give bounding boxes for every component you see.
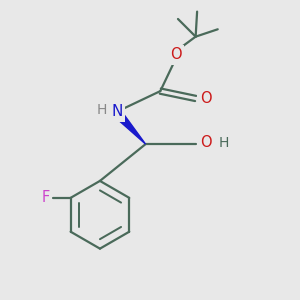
Text: H: H [96, 103, 106, 117]
Text: O: O [200, 91, 212, 106]
Text: N: N [111, 104, 122, 119]
Text: O: O [200, 135, 212, 150]
Polygon shape [115, 111, 146, 144]
Text: O: O [170, 47, 182, 62]
Text: H: H [218, 136, 229, 150]
Text: F: F [41, 190, 50, 205]
